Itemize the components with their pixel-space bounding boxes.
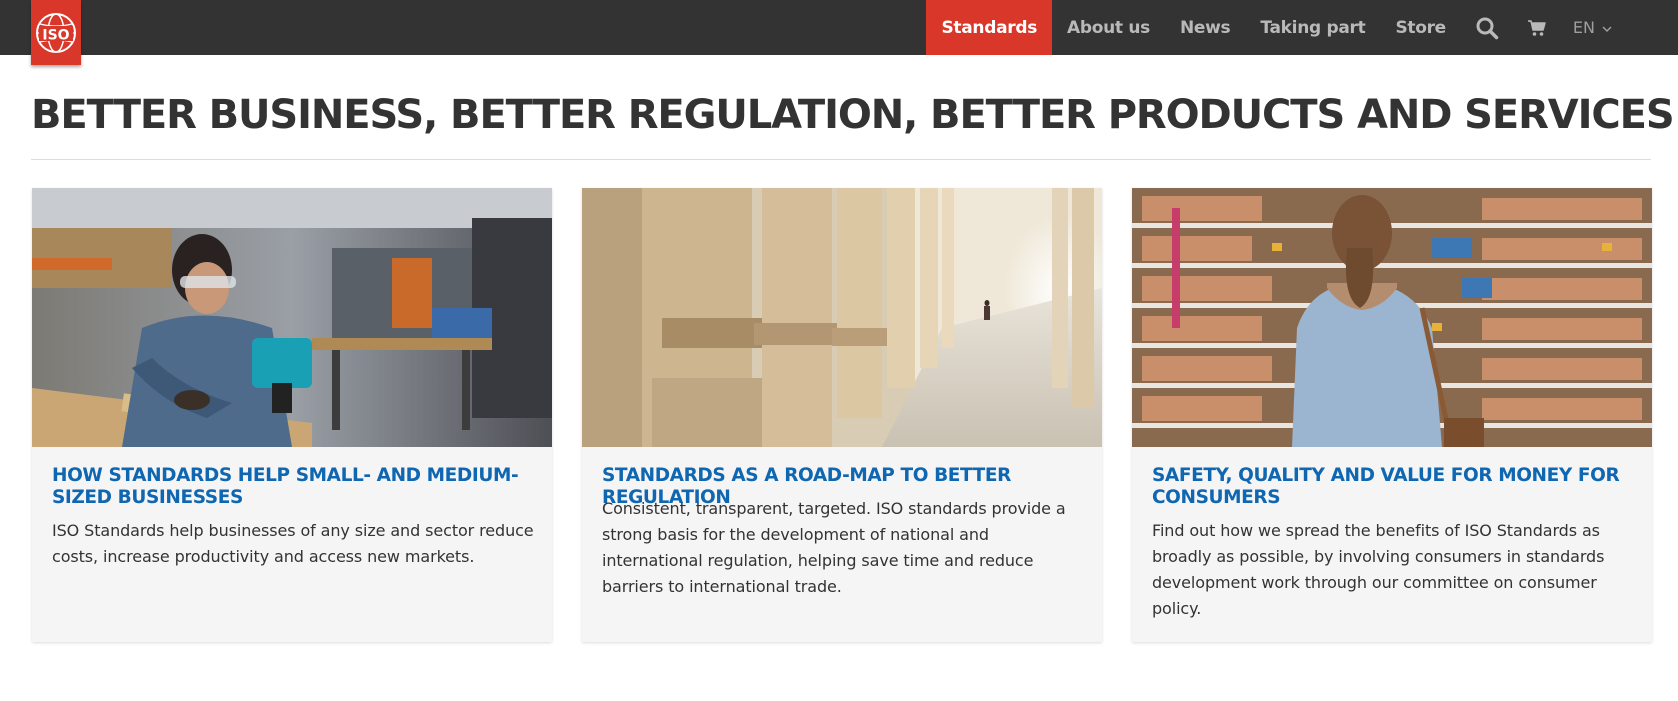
search-icon	[1476, 17, 1499, 39]
card-title[interactable]: STANDARDS AS A ROAD-MAP TO BETTER REGULA…	[602, 465, 1011, 508]
card-description: Find out how we spread the benefits of I…	[1152, 521, 1605, 618]
iso-globe-logo-icon: ISO	[36, 12, 76, 53]
card-better-regulation[interactable]: STANDARDS AS A ROAD-MAP TO BETTER REGULA…	[582, 188, 1102, 642]
main-navigation: Standards About us News Taking part Stor…	[926, 0, 1678, 55]
card-consumers[interactable]: SAFETY, QUALITY AND VALUE FOR MONEY FOR …	[1132, 188, 1652, 642]
cart-icon	[1527, 19, 1546, 36]
card-description: ISO Standards help businesses of any siz…	[52, 521, 534, 566]
woman-in-supermarket-aisle-photo	[1132, 188, 1652, 447]
colonnade-corridor-photo	[582, 188, 1102, 447]
top-navigation-bar: ISO Standards About us News Taking part …	[0, 0, 1678, 65]
nav-item-standards[interactable]: Standards	[926, 0, 1053, 55]
cart-button[interactable]	[1513, 0, 1561, 55]
title-divider	[31, 159, 1651, 160]
woman-with-power-tool-workshop-photo	[32, 188, 552, 447]
card-small-medium-businesses[interactable]: HOW STANDARDS HELP SMALL- AND MEDIUM-SIZ…	[32, 188, 552, 642]
iso-logo[interactable]: ISO	[31, 0, 81, 65]
card-image[interactable]	[1132, 188, 1652, 447]
nav-item-about-us[interactable]: About us	[1067, 17, 1150, 38]
nav-item-news[interactable]: News	[1180, 17, 1231, 38]
language-label: EN	[1572, 18, 1595, 37]
chevron-down-icon	[1602, 18, 1612, 37]
language-selector[interactable]: EN	[1561, 0, 1626, 55]
nav-item-store[interactable]: Store	[1395, 17, 1446, 38]
card-description: Consistent, transparent, targeted. ISO s…	[602, 499, 1066, 596]
card-title[interactable]: HOW STANDARDS HELP SMALL- AND MEDIUM-SIZ…	[52, 465, 519, 508]
card-image[interactable]	[32, 188, 552, 447]
svg-text:ISO: ISO	[42, 27, 69, 43]
card-image[interactable]	[582, 188, 1102, 447]
search-button[interactable]	[1461, 0, 1513, 55]
nav-item-taking-part[interactable]: Taking part	[1260, 17, 1366, 38]
page-title: BETTER BUSINESS, BETTER REGULATION, BETT…	[31, 92, 1675, 138]
card-title[interactable]: SAFETY, QUALITY AND VALUE FOR MONEY FOR …	[1152, 465, 1620, 508]
